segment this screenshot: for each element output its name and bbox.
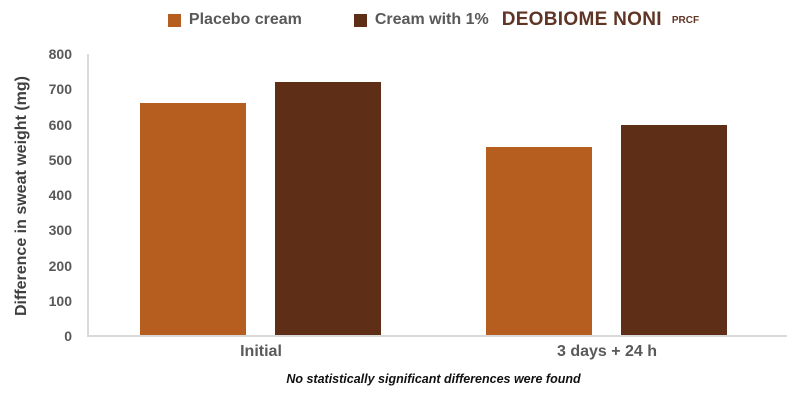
y-tick-500: 500: [48, 151, 72, 168]
placebo-color-swatch: [167, 13, 181, 27]
x-category-label-3days: 3 days + 24 h: [556, 343, 658, 360]
y-tick-100: 100: [48, 292, 72, 309]
y-tick-800: 800: [48, 46, 72, 62]
brand-superscript: PRCF: [671, 14, 700, 26]
bar-noni-initial: [275, 82, 381, 336]
x-category-label-initial: Initial: [240, 343, 282, 360]
x-axis-line: [88, 335, 787, 337]
bar-placebo-3days: [486, 147, 592, 336]
y-tick-600: 600: [48, 116, 72, 133]
brand-name: DEOBIOME NONI: [501, 9, 662, 30]
significance-footnote: No statistically significant differences…: [286, 372, 581, 386]
legend-item-noni: Cream with 1% DEOBIOME NONI PRCF: [353, 9, 700, 31]
legend-label-noni: Cream with 1%: [374, 11, 489, 28]
y-tick-200: 200: [48, 257, 72, 274]
bar-placebo-initial: [140, 103, 246, 336]
y-tick-300: 300: [48, 222, 72, 239]
legend-label-placebo: Placebo cream: [188, 11, 302, 28]
y-tick-400: 400: [48, 187, 72, 203]
noni-color-swatch: [353, 13, 367, 27]
bar-group-3days: [486, 124, 727, 336]
bar-noni-3days: [621, 124, 727, 336]
y-tick-700: 700: [48, 81, 72, 98]
plot-area: [88, 54, 779, 336]
y-tick-0: 0: [64, 328, 72, 344]
chart-legend: Placebo cream Cream with 1% DEOBIOME NON…: [88, 6, 779, 34]
bar-group-initial: [140, 82, 381, 336]
y-axis-tick-labels: 800 700 600 500 400 300 200 100 0: [0, 46, 72, 344]
legend-item-placebo: Placebo cream: [167, 11, 302, 29]
y-axis-line: [87, 54, 89, 337]
